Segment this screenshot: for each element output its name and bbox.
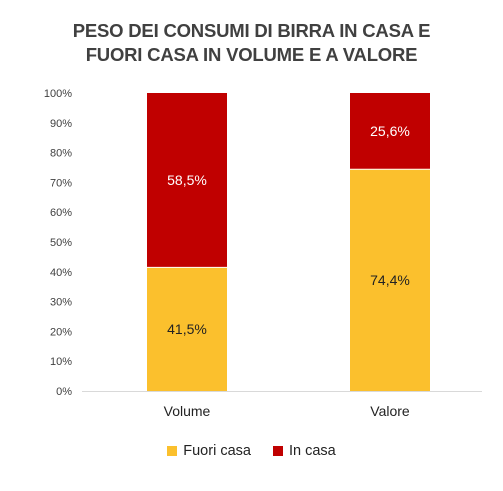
chart-legend: Fuori casa In casa (0, 443, 503, 459)
legend-label-in-casa: In casa (288, 443, 336, 459)
bar-in-casa (147, 93, 227, 268)
bar-in-casa (350, 93, 430, 170)
y-tick-label: 90% (50, 118, 72, 130)
chart-title-line-2: FUORI CASA IN VOLUME E A VALORE (85, 44, 418, 65)
y-tick-label: 10% (50, 356, 72, 368)
chart-title-line-1: PESO DEI CONSUMI DI BIRRA IN CASA E (72, 20, 431, 41)
x-category-label: Volume (164, 403, 211, 419)
y-tick-label: 70% (50, 177, 72, 189)
data-label: 58,5% (167, 172, 207, 188)
y-tick-label: 50% (50, 237, 72, 249)
y-tick-label: 60% (50, 207, 72, 219)
bar-fuori-casa (350, 169, 430, 391)
y-tick-label: 20% (50, 326, 72, 338)
y-tick-label: 100% (44, 88, 72, 100)
bar-fuori-casa (147, 267, 227, 391)
y-tick-label: 0% (56, 386, 72, 398)
legend-label-fuori-casa: Fuori casa (183, 443, 251, 459)
legend-swatch-fuori-casa (167, 446, 178, 456)
legend-item-in-casa: In casa (272, 443, 336, 459)
y-tick-label: 30% (50, 297, 72, 309)
data-label: 74,4% (370, 272, 410, 288)
legend-item-fuori-casa: Fuori casa (167, 443, 251, 459)
data-label: 41,5% (167, 321, 207, 337)
y-tick-label: 80% (50, 148, 72, 160)
legend-swatch-in-casa (272, 446, 283, 456)
data-label: 25,6% (370, 123, 410, 139)
y-tick-label: 40% (50, 267, 72, 279)
x-category-label: Valore (370, 403, 410, 419)
